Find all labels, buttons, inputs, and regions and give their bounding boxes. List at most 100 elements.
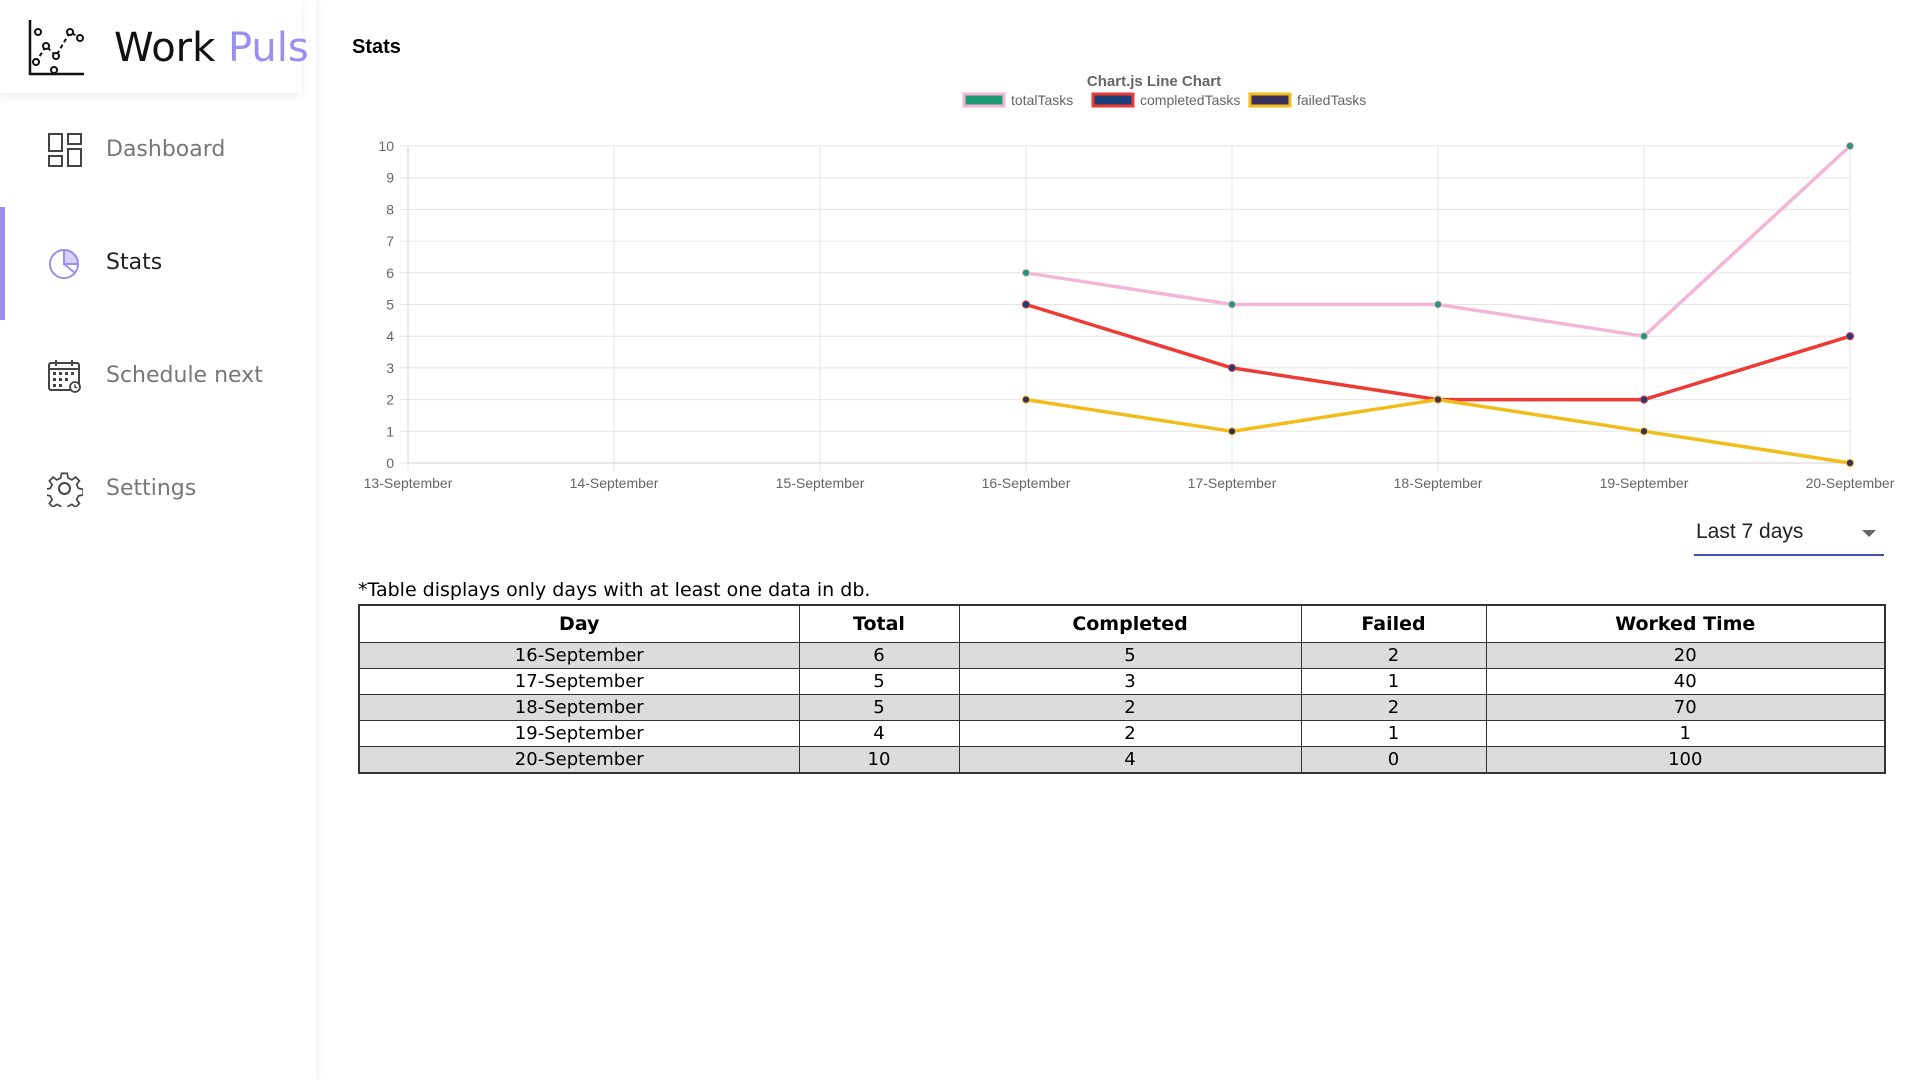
y-tick-label: 7 — [386, 233, 394, 249]
brand-name: Work Puls — [114, 24, 309, 72]
y-tick-label: 4 — [386, 328, 394, 344]
dashboard-icon — [48, 133, 82, 167]
cell-worked-time: 100 — [1485, 746, 1886, 774]
data-point-completedTasks — [1021, 300, 1031, 309]
chart-labels: Chart.js Line Chart 0 1 2 3 4 5 6 7 8 9 10 13-Septem… — [364, 73, 1895, 491]
cell-completed: 3 — [958, 668, 1302, 695]
cell-completed: 2 — [958, 720, 1302, 747]
cell-completed: 5 — [958, 642, 1302, 669]
table-row: 20-September 10 4 0 100 — [358, 746, 1886, 774]
brand-name-part2: Puls — [228, 25, 309, 71]
y-tick-label: 1 — [386, 423, 394, 439]
chart-points — [1021, 141, 1855, 468]
cell-completed: 4 — [958, 746, 1302, 774]
cell-worked-time: 1 — [1485, 720, 1886, 747]
chart-legend: totalTasks completedTasks failedTasks — [962, 92, 1366, 108]
legend-swatch-totalTasks[interactable] — [962, 92, 1006, 108]
x-tick-label: 19-September — [1600, 475, 1689, 491]
header-completed: Completed — [958, 604, 1302, 643]
cell-worked-time: 70 — [1485, 694, 1886, 721]
cell-total: 5 — [798, 694, 960, 721]
x-tick-label: 16-September — [982, 475, 1071, 491]
data-point-totalTasks — [1227, 300, 1237, 309]
sidebar-item-stats[interactable]: Stats — [0, 207, 316, 320]
sidebar-item-label: Dashboard — [106, 137, 226, 162]
legend-label-totalTasks[interactable]: totalTasks — [1011, 92, 1073, 108]
table-row: 17-September 5 3 1 40 — [358, 668, 1886, 695]
sidebar-item-dashboard[interactable]: Dashboard — [0, 94, 316, 207]
y-tick-label: 0 — [386, 455, 394, 471]
header-total: Total — [798, 604, 960, 643]
pie-chart-icon — [49, 248, 80, 279]
y-tick-label: 3 — [386, 360, 394, 376]
cell-failed: 0 — [1300, 746, 1487, 774]
data-point-failedTasks — [1433, 395, 1443, 404]
header-failed: Failed — [1300, 604, 1487, 643]
cell-worked-time: 20 — [1485, 642, 1886, 669]
cell-total: 5 — [798, 668, 960, 695]
data-point-totalTasks — [1639, 332, 1649, 341]
data-point-completedTasks — [1227, 363, 1237, 372]
y-tick-label: 5 — [386, 297, 394, 313]
page-title: Stats — [352, 36, 401, 58]
trend-chart-logo-icon — [28, 20, 84, 76]
legend-label-completedTasks[interactable]: completedTasks — [1140, 92, 1240, 108]
table-note: *Table displays only days with at least … — [358, 579, 871, 601]
legend-swatch-failedTasks[interactable] — [1248, 92, 1292, 108]
data-point-failedTasks — [1845, 458, 1855, 468]
data-point-totalTasks — [1433, 300, 1443, 309]
table-header-row: Day Total Completed Failed Worked Time — [358, 604, 1886, 643]
x-tick-label: 17-September — [1188, 475, 1277, 491]
x-tick-label: 14-September — [570, 475, 659, 491]
cell-failed: 2 — [1300, 642, 1487, 669]
table-row: 18-September 5 2 2 70 — [358, 694, 1886, 721]
data-point-failedTasks — [1021, 395, 1031, 404]
data-point-completedTasks — [1845, 332, 1855, 341]
calendar-icon — [48, 360, 81, 393]
y-tick-label: 9 — [386, 170, 394, 186]
data-point-failedTasks — [1639, 427, 1649, 436]
x-tick-label: 15-September — [776, 475, 865, 491]
cell-worked-time: 40 — [1485, 668, 1886, 695]
range-select[interactable]: Last 7 days — [1694, 514, 1884, 556]
stats-table: Day Total Completed Failed Worked Time 1… — [358, 604, 1886, 774]
cell-completed: 2 — [958, 694, 1302, 721]
y-tick-label: 10 — [378, 138, 394, 154]
cell-day: 19-September — [358, 720, 800, 747]
dropdown-arrow-icon — [1862, 530, 1876, 537]
chart-grid — [400, 145, 1851, 471]
cell-day: 16-September — [358, 642, 800, 669]
chart-title: Chart.js Line Chart — [1087, 73, 1221, 90]
header-worked-time: Worked Time — [1485, 604, 1886, 643]
sidebar-item-label: Schedule next — [106, 363, 263, 388]
sidebar-item-schedule-next[interactable]: Schedule next — [0, 320, 316, 433]
cell-failed: 1 — [1300, 720, 1487, 747]
y-tick-label: 8 — [386, 201, 394, 217]
data-point-totalTasks — [1845, 141, 1855, 151]
x-tick-label: 18-September — [1394, 475, 1483, 491]
line-chart: Chart.js Line Chart 0 1 2 3 4 5 6 7 8 9 10 13-Septem… — [364, 73, 1895, 491]
legend-swatch-completedTasks[interactable] — [1091, 92, 1135, 108]
sidebar-item-label: Stats — [106, 250, 163, 275]
legend-label-failedTasks[interactable]: failedTasks — [1297, 92, 1366, 108]
x-tick-label: 20-September — [1806, 475, 1895, 491]
sidebar-item-label: Settings — [106, 476, 197, 501]
brand-header: Work Puls — [0, 0, 309, 93]
cell-total: 10 — [798, 746, 960, 774]
cell-failed: 1 — [1300, 668, 1487, 695]
cell-day: 18-September — [358, 694, 800, 721]
x-tick-label: 13-September — [364, 475, 453, 491]
data-point-totalTasks — [1021, 268, 1031, 277]
sidebar: Work Puls Dashboard Stats — [0, 0, 316, 1080]
cell-day: 20-September — [358, 746, 800, 774]
cell-day: 17-September — [358, 668, 800, 695]
header-day: Day — [358, 604, 800, 643]
y-tick-label: 6 — [386, 265, 394, 281]
cell-failed: 2 — [1300, 694, 1487, 721]
sidebar-item-settings[interactable]: Settings — [0, 433, 316, 546]
y-tick-label: 2 — [386, 392, 394, 408]
cell-total: 4 — [798, 720, 960, 747]
cell-total: 6 — [798, 642, 960, 669]
range-select-value: Last 7 days — [1696, 520, 1804, 543]
data-point-completedTasks — [1639, 395, 1649, 404]
